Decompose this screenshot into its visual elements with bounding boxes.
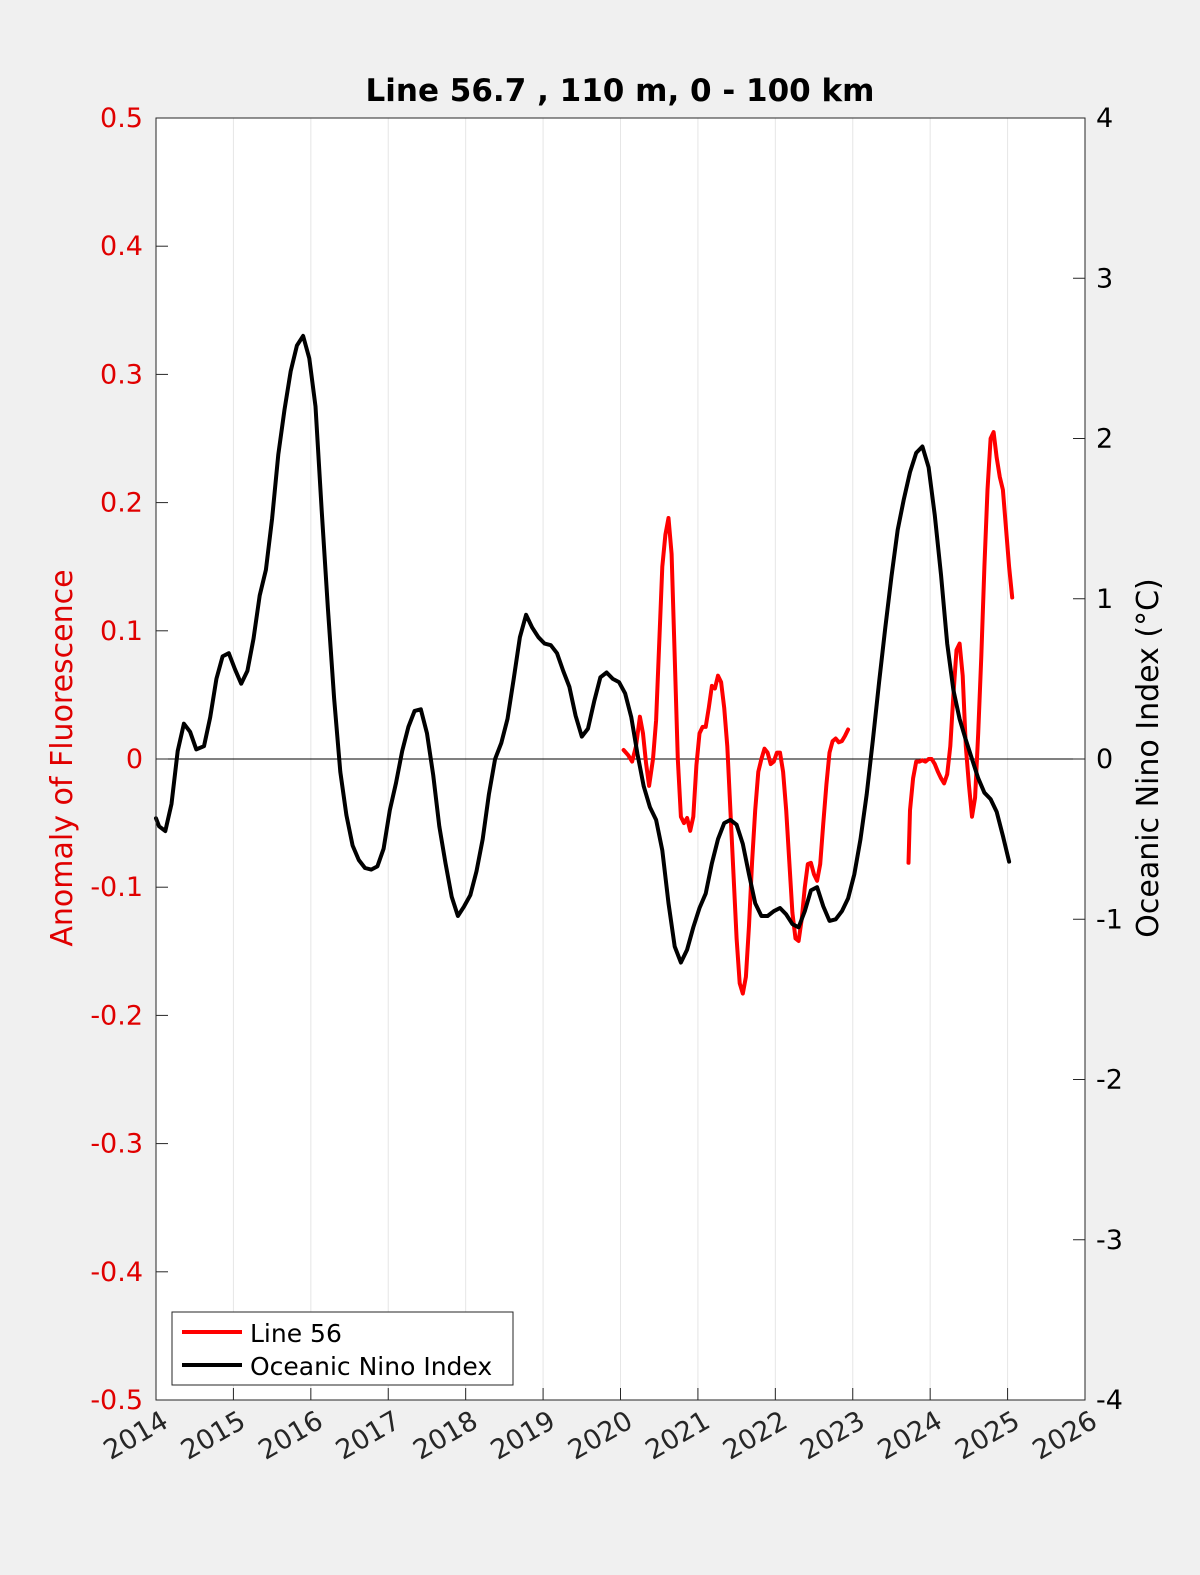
y-right-tick-label: -4	[1096, 1385, 1123, 1416]
y-left-tick-label: -0.1	[90, 872, 143, 903]
series-line56	[621, 516, 851, 996]
y-left-tick-label: -0.2	[90, 1000, 143, 1031]
y-left-tick-label: 0.1	[100, 616, 143, 647]
y-left-tick-label: 0.4	[100, 231, 143, 262]
y-right-label: Oceanic Nino Index (°C)	[1131, 578, 1166, 938]
y-right-tick-label: 1	[1096, 584, 1113, 615]
series-group	[154, 333, 1015, 996]
y-left-tick-label: 0.5	[100, 103, 143, 134]
legend-box	[171, 1311, 514, 1386]
x-tick-label: 2017	[331, 1405, 406, 1466]
y-left-tick-label: 0.3	[100, 359, 143, 390]
y-right-tick-label: 3	[1096, 263, 1113, 294]
x-tick-label: 2026	[1027, 1405, 1102, 1466]
y-left-label: Anomaly of Fluorescence	[45, 569, 80, 946]
x-tick-label: 2019	[486, 1405, 561, 1466]
x-tick-label: 2024	[873, 1405, 948, 1466]
legend-label-oni: Oceanic Nino Index	[250, 1352, 492, 1381]
x-tick-label: 2025	[950, 1405, 1025, 1466]
legend-label-line56: Line 56	[250, 1319, 342, 1348]
y-left-tick-label: -0.3	[90, 1129, 143, 1160]
x-tick-label: 2023	[795, 1405, 870, 1466]
y-left-tick-label: -0.4	[90, 1257, 143, 1288]
y-right-tick-label: -1	[1096, 904, 1123, 935]
x-tick-label: 2016	[253, 1405, 328, 1466]
y-right-tick-label: -3	[1096, 1225, 1123, 1256]
y-right-tick-label: 0	[1096, 744, 1113, 775]
series-oceanic-nino-index	[154, 333, 1012, 965]
chart-title: Line 56.7 , 110 m, 0 - 100 km	[366, 73, 875, 109]
y-left-tick-label: -0.5	[90, 1385, 143, 1416]
y-left-tick-label: 0.2	[100, 488, 143, 519]
x-tick-label: 2018	[408, 1405, 483, 1466]
legend: Line 56 Oceanic Nino Index	[171, 1311, 514, 1386]
series-line56	[906, 430, 1015, 865]
y-left-axis: -0.5 -0.4 -0.3 -0.2 -0.1 0 0.1 0.2 0.3 0.4 0.5	[90, 103, 168, 1416]
y-right-axis: -4 -3 -2 -1 0 1 2 3 4	[1073, 103, 1123, 1416]
y-right-tick-label: 4	[1096, 103, 1113, 134]
x-tick-label: 2022	[718, 1405, 793, 1466]
y-right-tick-label: 2	[1096, 424, 1113, 455]
x-tick-label: 2021	[640, 1405, 715, 1466]
x-tick-label: 2015	[176, 1405, 251, 1466]
y-left-tick-label: 0	[126, 744, 143, 775]
y-right-tick-label: -2	[1096, 1065, 1123, 1096]
x-tick-label: 2020	[563, 1405, 638, 1466]
